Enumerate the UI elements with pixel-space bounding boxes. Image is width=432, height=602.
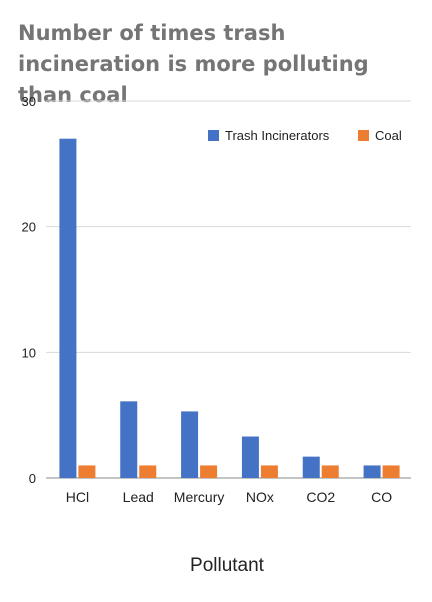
y-tick-label: 20: [22, 220, 36, 235]
legend-label: Trash Incinerators: [225, 128, 330, 143]
bar: [382, 465, 400, 478]
x-category-label: Lead: [123, 489, 154, 505]
bar: [302, 456, 320, 478]
x-axis-label: Pollutant: [190, 555, 265, 576]
x-category-label: CO: [371, 489, 392, 505]
bar: [181, 411, 199, 478]
gridlines: [46, 100, 411, 479]
bar: [260, 465, 278, 478]
bar: [363, 465, 381, 478]
x-category-label: NOx: [246, 489, 274, 505]
x-category-label: CO2: [306, 489, 335, 505]
legend: Trash Incinerators Coal: [208, 128, 402, 143]
bar: [321, 465, 339, 478]
bar: [78, 465, 96, 478]
bar: [59, 138, 77, 478]
legend-swatch: [208, 130, 219, 141]
x-category-label: HCl: [66, 489, 89, 505]
chart-title: Number of times trash incineration is mo…: [18, 21, 369, 107]
legend-swatch: [358, 130, 369, 141]
x-category-label: Mercury: [174, 489, 225, 505]
x-axis-categories: HCl Lead Mercury NOx CO2 CO: [66, 489, 392, 505]
y-tick-label: 30: [22, 94, 36, 109]
y-tick-label: 0: [29, 471, 36, 486]
y-axis-ticks: 0 10 20 30: [22, 94, 36, 486]
bar: [200, 465, 218, 478]
bar: [120, 401, 138, 478]
bars: [59, 138, 400, 478]
bar: [139, 465, 157, 478]
bar: [241, 436, 259, 478]
y-tick-label: 10: [22, 345, 36, 360]
legend-label: Coal: [375, 128, 402, 143]
